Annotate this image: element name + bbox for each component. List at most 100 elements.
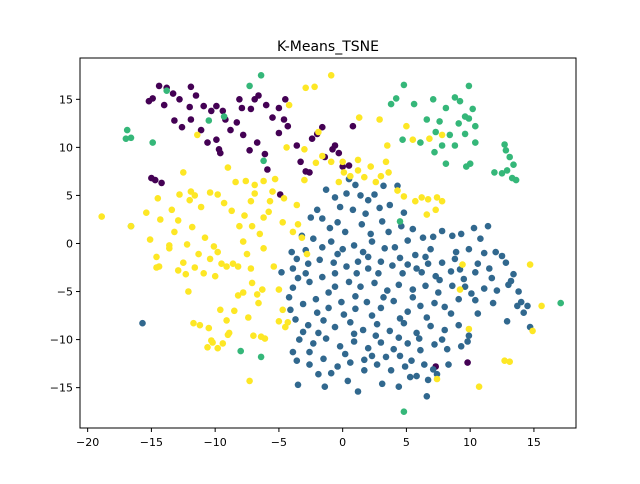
- data-point: [225, 329, 233, 337]
- data-point: [227, 126, 234, 134]
- data-point: [350, 242, 358, 249]
- data-point: [293, 357, 301, 365]
- data-point: [303, 250, 311, 258]
- data-point: [307, 214, 315, 221]
- data-point: [171, 228, 178, 236]
- data-point: [158, 179, 165, 187]
- x-tick-label: −5: [271, 436, 287, 449]
- data-point: [296, 336, 303, 343]
- data-point: [457, 230, 465, 238]
- data-point: [455, 295, 463, 303]
- data-point: [196, 321, 204, 329]
- data-point: [279, 219, 287, 226]
- data-point: [492, 248, 500, 256]
- data-point: [371, 279, 378, 287]
- data-point: [406, 373, 414, 381]
- data-point: [345, 278, 353, 286]
- data-point: [186, 103, 193, 111]
- data-point: [498, 252, 506, 260]
- data-point: [283, 144, 290, 151]
- data-point: [390, 297, 398, 305]
- data-point: [431, 299, 438, 307]
- data-point: [197, 126, 205, 134]
- data-point: [155, 82, 163, 90]
- y-tick-label: −5: [57, 286, 73, 299]
- data-point: [409, 136, 417, 143]
- data-point: [234, 292, 242, 299]
- data-point: [451, 142, 459, 149]
- data-point: [401, 363, 409, 370]
- data-point: [377, 258, 385, 266]
- data-point: [396, 315, 404, 322]
- data-point: [472, 269, 479, 276]
- data-point: [271, 175, 279, 183]
- data-point: [343, 190, 350, 197]
- y-tick-label: 10: [59, 141, 73, 154]
- data-point: [246, 377, 253, 385]
- data-point: [465, 82, 473, 90]
- data-point: [279, 306, 287, 314]
- data-point: [357, 283, 364, 291]
- data-point: [183, 241, 191, 248]
- data-point: [424, 260, 432, 268]
- data-point: [368, 352, 376, 360]
- data-point: [284, 122, 292, 130]
- data-point: [325, 304, 332, 312]
- data-point: [419, 234, 427, 241]
- data-point: [229, 260, 237, 268]
- data-point: [236, 222, 243, 230]
- data-point: [241, 212, 248, 219]
- data-point: [429, 233, 437, 241]
- data-point: [446, 131, 454, 139]
- x-tick-label: 10: [463, 436, 477, 449]
- data-point: [391, 244, 399, 251]
- data-point: [280, 116, 288, 123]
- data-point: [423, 393, 431, 400]
- data-point: [455, 120, 463, 127]
- data-point: [238, 104, 246, 112]
- data-point: [394, 187, 401, 194]
- data-point: [403, 122, 410, 130]
- data-point: [262, 101, 270, 109]
- data-point: [310, 235, 317, 242]
- data-point: [217, 149, 224, 157]
- data-point: [413, 265, 420, 272]
- data-point: [176, 96, 183, 103]
- data-point: [395, 281, 403, 289]
- data-point: [361, 173, 368, 181]
- data-point: [247, 105, 255, 113]
- data-point: [292, 316, 299, 323]
- data-point: [445, 361, 452, 368]
- data-point: [447, 310, 455, 317]
- data-point: [308, 135, 316, 142]
- data-point: [418, 269, 426, 276]
- data-point: [250, 332, 257, 340]
- data-point: [421, 361, 428, 368]
- data-point: [384, 287, 391, 294]
- data-point: [335, 178, 343, 186]
- data-point: [377, 172, 385, 180]
- data-point: [166, 245, 173, 252]
- data-point: [180, 169, 187, 176]
- data-point: [186, 196, 193, 204]
- data-point: [143, 209, 150, 216]
- data-point: [257, 353, 265, 361]
- data-point: [256, 230, 264, 238]
- data-point: [149, 139, 156, 146]
- data-point: [340, 311, 348, 318]
- data-point: [178, 123, 186, 131]
- x-tick-label: 0: [339, 436, 346, 449]
- data-point: [447, 268, 455, 275]
- y-tick-label: 5: [66, 189, 73, 202]
- data-point: [306, 348, 313, 356]
- data-point: [472, 139, 479, 146]
- data-point: [371, 191, 378, 198]
- data-point: [349, 122, 357, 130]
- data-point: [501, 357, 508, 365]
- data-point: [260, 245, 267, 252]
- data-point: [347, 319, 354, 326]
- data-point: [432, 206, 440, 214]
- data-point: [343, 263, 350, 270]
- data-point: [359, 248, 367, 256]
- data-point: [404, 340, 412, 347]
